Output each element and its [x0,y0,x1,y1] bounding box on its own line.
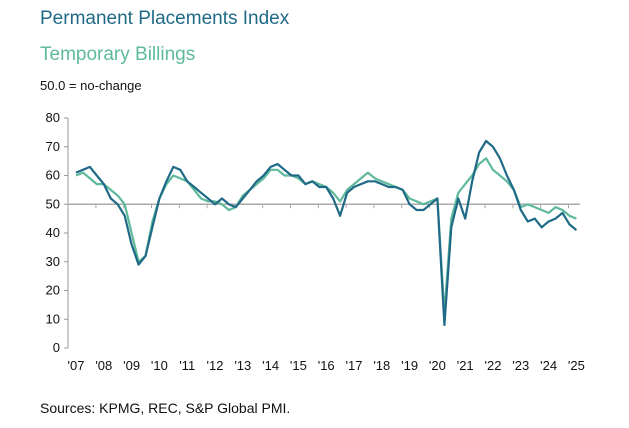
x-tick-label: '16 [318,358,335,373]
x-tick-label: '20 [429,358,446,373]
source-note: Sources: KPMG, REC, S&P Global PMI. [40,400,291,416]
x-tick-label: '21 [457,358,474,373]
x-tick-label: '12 [207,358,224,373]
x-tick-label: '25 [568,358,585,373]
x-tick-label: '10 [151,358,168,373]
x-tick-label: '09 [123,358,140,373]
x-tick-label: '19 [401,358,418,373]
x-tick-label: '22 [485,358,502,373]
x-tick-label: '11 [179,358,195,373]
y-tick-label: 60 [46,168,60,183]
y-tick-label: 80 [46,110,60,125]
y-tick-label: 40 [46,225,60,240]
y-tick-label: 70 [46,139,60,154]
y-tick-label: 20 [46,283,60,298]
legend-permanent-placements: Permanent Placements Index [40,8,290,29]
x-tick-label: '15 [290,358,307,373]
x-tick-label: '18 [373,358,390,373]
y-tick-label: 0 [53,340,60,355]
x-tick-label: '13 [234,358,251,373]
y-tick-label: 50 [46,196,60,211]
x-tick-label: '14 [262,358,279,373]
x-tick-label: '23 [512,358,529,373]
x-tick-label: '07 [68,358,85,373]
y-tick-label: 30 [46,254,60,269]
legend-temporary-billings: Temporary Billings [40,44,196,65]
series-line-permanent-placements-index [75,139,578,327]
chart-subtitle: 50.0 = no-change [40,78,142,93]
x-tick-label: '08 [95,358,112,373]
y-tick-label: 10 [46,311,60,326]
x-tick-label: '24 [540,358,557,373]
x-tick-label: '17 [346,358,363,373]
